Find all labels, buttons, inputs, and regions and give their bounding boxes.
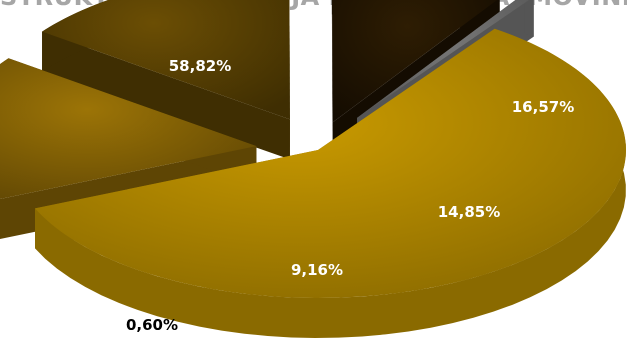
pie-label-0: 58,82% (169, 57, 231, 75)
pie-slice-2 (42, 0, 290, 160)
pie-label-1: 16,57% (512, 98, 574, 116)
pie-slice-top (0, 58, 257, 200)
pie-slice-top (42, 0, 290, 120)
pie-slice-wall (331, 0, 333, 163)
chart-title: STRUKTURA ULAGANJA PO VRSTAMA IMOVINE (0, 0, 627, 11)
pie-slice-top (332, 0, 498, 123)
pie-slice-top (35, 28, 627, 299)
pie-label-3: 9,16% (291, 261, 343, 279)
pie-slice-top (357, 0, 529, 118)
pie-label-2: 14,85% (438, 203, 500, 221)
pie-slice-0 (35, 28, 627, 338)
pie-label-4: 0,60% (126, 316, 178, 334)
pie-slice-side (524, 0, 534, 37)
pie-slice-wall (42, 31, 290, 160)
